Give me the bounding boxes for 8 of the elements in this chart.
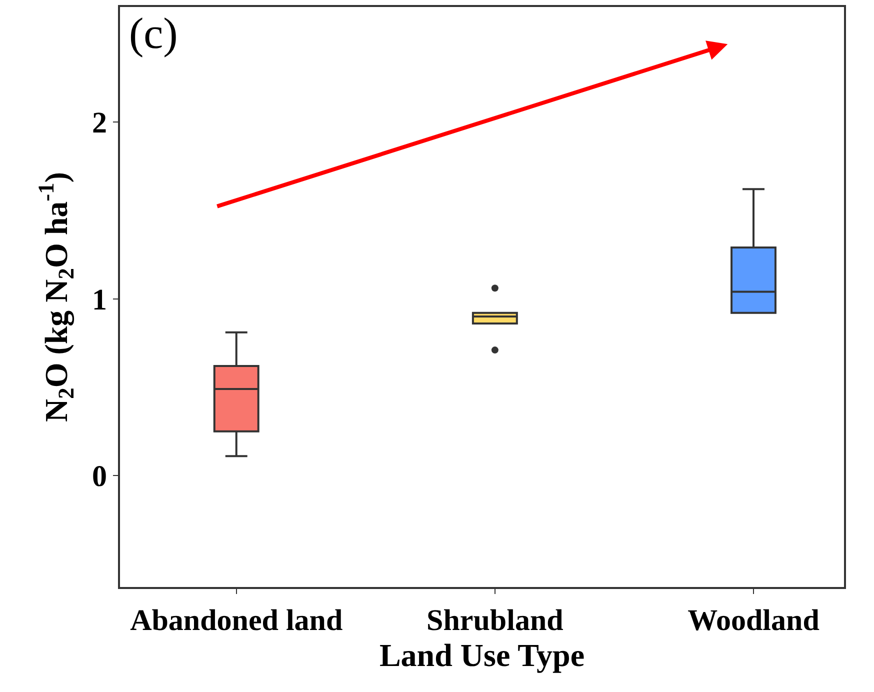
x-axis-title: Land Use Type bbox=[379, 637, 585, 673]
y-tick-label: 1 bbox=[92, 283, 107, 316]
x-tick-label: Shrubland bbox=[426, 604, 564, 637]
annotation: (c) bbox=[129, 9, 178, 58]
y-tick-label: 2 bbox=[92, 106, 107, 140]
x-tick-label: Abandoned land bbox=[130, 604, 343, 637]
x-tick-label: Woodland bbox=[688, 604, 820, 637]
y-tick-label: 0 bbox=[92, 460, 107, 494]
